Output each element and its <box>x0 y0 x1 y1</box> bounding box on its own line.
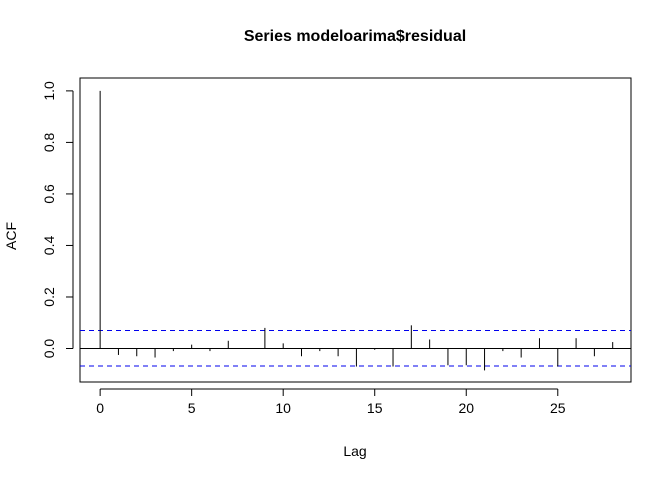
x-tick-label-10: 10 <box>275 400 291 416</box>
y-axis-label: ACF <box>3 222 19 250</box>
y-tick-label-5: 1.0 <box>41 81 57 101</box>
y-tick-label-4: 0.8 <box>41 132 57 152</box>
chart-title: Series modeloarima$residual <box>244 28 466 45</box>
y-tick-label-3: 0.6 <box>41 184 57 204</box>
x-tick-label-0: 0 <box>96 400 104 416</box>
x-axis-label: Lag <box>343 443 366 459</box>
y-tick-label-0: 0.0 <box>41 339 57 359</box>
x-tick-label-15: 15 <box>367 400 383 416</box>
x-tick-label-5: 5 <box>188 400 196 416</box>
x-tick-label-25: 25 <box>550 400 566 416</box>
y-tick-label-2: 0.4 <box>41 236 57 256</box>
x-tick-label-20: 20 <box>458 400 474 416</box>
plot-frame <box>79 77 632 383</box>
chart-marks: 0 5 10 15 20 25 0.0 0.2 0.4 0.6 0.8 1.0 <box>41 81 631 416</box>
y-tick-label-1: 0.2 <box>41 287 57 307</box>
